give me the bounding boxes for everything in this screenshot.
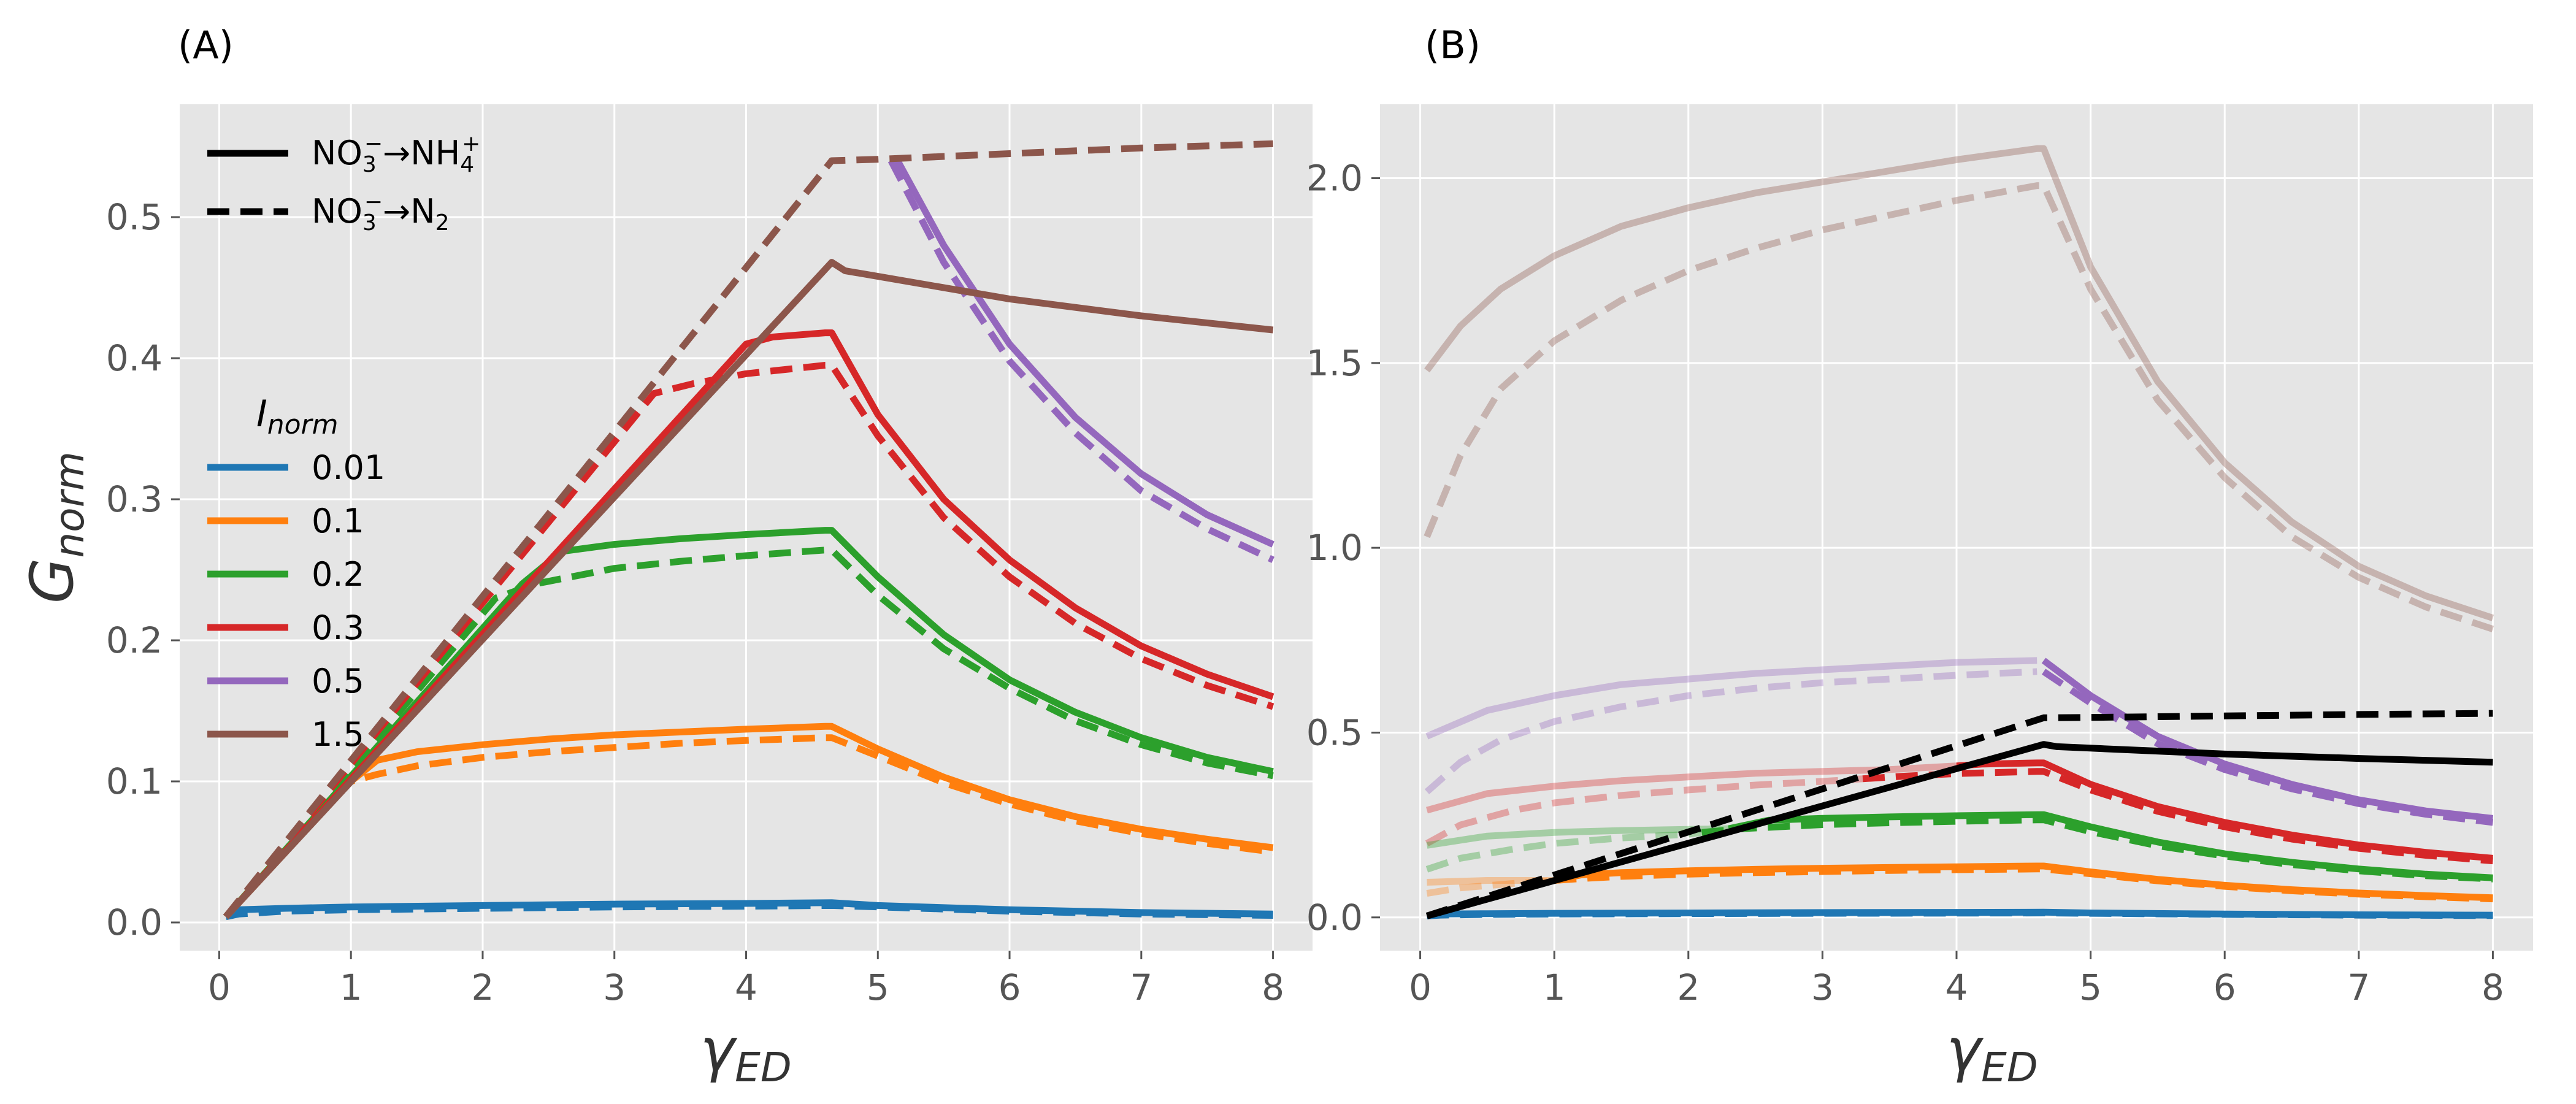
series-line-0_3-solid <box>1956 759 2493 862</box>
series-line-1_5-solid <box>1424 145 2494 621</box>
legend-inorm-title: Inorm <box>256 393 338 440</box>
series-line-0_3-solid <box>1426 762 1957 814</box>
legend-label-0_01: 0.01 <box>312 448 385 487</box>
x-tick-label: 4 <box>1945 967 1968 1008</box>
series-line-0_2-dashed <box>223 546 1274 919</box>
legend-label-0_1: 0.1 <box>312 502 364 540</box>
x-tick-label: 6 <box>2214 967 2236 1008</box>
y-tick-label: 0.4 <box>106 337 163 379</box>
x-ticks-b: 0 1 2 3 4 5 6 7 8 <box>1409 951 2504 1008</box>
y-tick-label: 0.5 <box>1306 711 1363 753</box>
legend-label-0_3: 0.3 <box>312 608 364 647</box>
x-tick-label: 2 <box>1677 967 1700 1008</box>
x-tick-label: 7 <box>1130 967 1152 1008</box>
series-line-0_3-solid <box>223 329 1275 919</box>
y-axis-label-a: Gnorm <box>18 451 93 604</box>
series-line-0_2-dashed <box>1701 816 2493 883</box>
legend-line-style: NO3−→NH4+ NO3−→N2 <box>207 131 480 236</box>
y-tick-label: 0.3 <box>106 478 163 520</box>
y-ticks-b: 0.0 0.5 1.0 1.5 2.0 <box>1306 158 1380 938</box>
grid-b <box>1380 104 2533 951</box>
x-tick-label: 8 <box>1262 967 1284 1008</box>
y-ticks-a: 0.0 0.1 0.2 0.3 0.4 0.5 <box>106 196 180 943</box>
y-tick-label: 1.5 <box>1306 342 1363 384</box>
panel-a: 0 1 2 3 4 5 6 7 8 0.0 0.1 0.2 0.3 0.4 0.5 (A) γED Gno… <box>18 23 1313 1091</box>
series-group-b <box>1424 145 2494 919</box>
x-tick-label: 8 <box>2482 967 2504 1008</box>
series-line-0_5-dashed <box>2042 669 2494 826</box>
series-line-0_5-dashed <box>1424 668 2037 795</box>
series-line-1_5-solid <box>1426 741 2493 919</box>
series-line-0_2-solid <box>223 527 1274 919</box>
x-ticks-a: 0 1 2 3 4 5 6 7 8 <box>208 951 1284 1008</box>
panel-b: 0 1 2 3 4 5 6 7 8 0.0 0.5 1.0 1.5 2.0 (B) γED <box>1306 23 2533 1091</box>
x-tick-label: 0 <box>1409 967 1432 1008</box>
panel-label-b: (B) <box>1425 23 1481 67</box>
series-line-0_1-solid <box>223 723 1274 919</box>
y-tick-label: 0.0 <box>106 902 163 943</box>
y-tick-label: 0.2 <box>106 619 163 661</box>
legend-label-1_5: 1.5 <box>312 715 364 754</box>
series-line-0_1-dashed <box>223 734 1274 919</box>
series-line-0_3-dashed <box>1425 775 1863 847</box>
series-line-1_5-dashed <box>223 140 1273 919</box>
y-tick-label: 2.0 <box>1306 158 1363 199</box>
x-tick-label: 6 <box>999 967 1021 1008</box>
x-tick-label: 3 <box>1811 967 1834 1008</box>
x-tick-label: 7 <box>2347 967 2370 1008</box>
legend-inorm-entries: 0.01 0.1 0.2 0.3 0.5 1.5 <box>207 448 385 754</box>
y-tick-label: 1.0 <box>1306 527 1363 569</box>
series-line-1_5-dashed <box>1425 710 2493 919</box>
series-line-1_5-dashed <box>1424 182 2494 632</box>
legend-dashed-label: NO3−→N2 <box>312 190 450 236</box>
x-tick-label: 2 <box>472 967 494 1008</box>
series-line-0_3-dashed <box>223 362 1275 919</box>
series-line-0_5-solid <box>1425 657 2037 740</box>
series-line-1_5-solid <box>223 259 1274 919</box>
legend-solid-label: NO3−→NH4+ <box>312 131 480 177</box>
x-axis-label-a: γED <box>700 1016 791 1091</box>
x-tick-label: 1 <box>340 967 362 1008</box>
legend-label-0_5: 0.5 <box>312 662 364 700</box>
y-tick-label: 0.0 <box>1306 897 1363 938</box>
x-tick-label: 5 <box>867 967 889 1008</box>
series-line-0_5-dashed <box>887 159 1275 563</box>
x-tick-label: 0 <box>208 967 231 1008</box>
x-tick-label: 4 <box>735 967 757 1008</box>
series-group-a <box>223 140 1275 921</box>
series-line-0_1-dashed <box>1554 865 2493 903</box>
y-tick-label: 0.5 <box>106 196 163 238</box>
x-tick-label: 3 <box>603 967 626 1008</box>
series-line-0_01-dashed <box>225 902 1273 921</box>
panel-label-a: (A) <box>178 23 234 67</box>
y-tick-label: 0.1 <box>106 761 163 802</box>
x-axis-label-b: γED <box>1946 1016 2037 1091</box>
x-tick-label: 5 <box>2079 967 2102 1008</box>
series-line-0_2-dashed <box>1425 829 1703 873</box>
legend-inorm: Inorm 0.01 0.1 0.2 0.3 0.5 1.5 <box>207 393 385 754</box>
series-line-0_01-dashed <box>1427 910 2493 919</box>
legend-label-0_2: 0.2 <box>312 555 364 594</box>
x-tick-label: 1 <box>1543 967 1566 1008</box>
series-line-0_5-solid <box>894 159 1275 548</box>
